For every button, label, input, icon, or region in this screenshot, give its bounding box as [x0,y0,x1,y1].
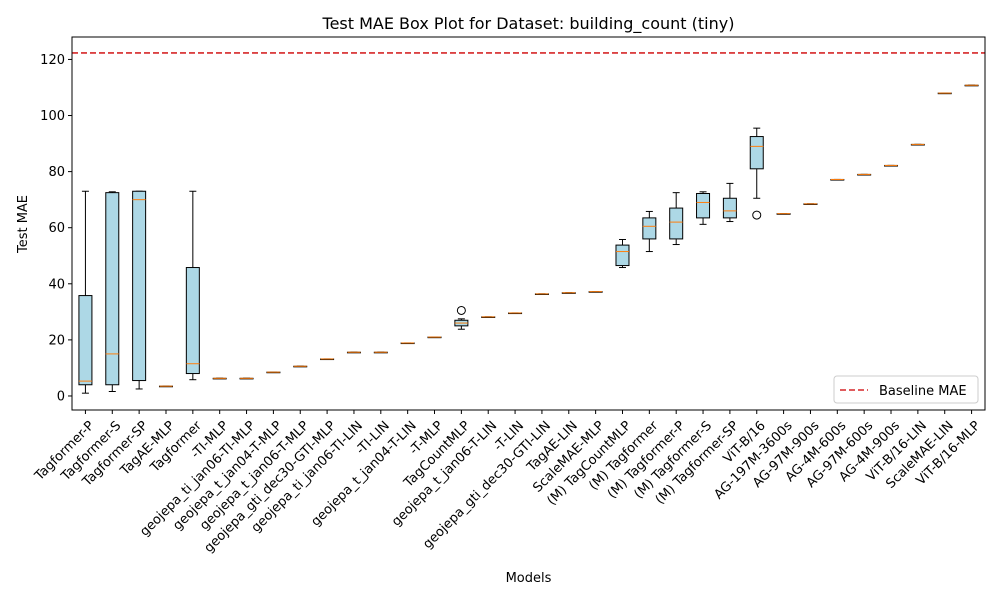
box-5 [212,377,227,380]
box-8 [293,365,308,368]
box-iqr [642,217,657,240]
box-3 [158,385,173,388]
box-27 [803,203,818,205]
box-21 [642,210,657,253]
box-9 [320,358,335,361]
box-31 [910,143,925,146]
y-tick-label: 40 [48,277,65,292]
legend: Baseline MAE [833,375,979,404]
y-tick-label: 60 [48,221,65,236]
box-iqr [722,197,737,219]
outlier-point [752,210,762,220]
box-iqr [132,190,147,382]
box-15 [481,316,496,318]
x-axis-title: Models [506,571,552,586]
boxes-layer [78,84,979,394]
box-11 [373,351,388,354]
legend-frame [833,375,979,404]
box-iqr [105,192,120,386]
box-7 [266,371,281,374]
box-28 [830,178,845,181]
box-29 [857,173,872,176]
box-4 [185,190,200,381]
chart-title: Test MAE Box Plot for Dataset: building_… [322,14,735,34]
box-iqr [615,244,630,267]
box-26 [776,213,791,215]
y-axis-title: Test MAE [16,195,31,254]
box-33 [964,84,979,87]
box-24 [722,182,737,223]
y-axis: 0 20 40 60 80 100 120 [40,53,72,404]
box-2 [132,190,147,390]
box-iqr [669,207,684,240]
plot-frame [71,36,986,411]
box-iqr [696,192,711,219]
box-iqr [185,267,200,375]
box-25 [749,127,764,220]
box-18 [561,292,576,294]
box-iqr [749,136,764,170]
box-1 [105,191,120,392]
box-30 [884,164,899,167]
box-6 [239,377,254,380]
box-10 [346,351,361,354]
legend-baseline-label: Baseline MAE [879,384,967,399]
box-13 [427,336,442,339]
box-16 [508,312,523,315]
y-tick-label: 100 [40,109,65,124]
box-0 [78,190,93,394]
box-12 [400,342,415,345]
y-tick-label: 120 [40,53,65,68]
box-14 [454,305,469,330]
y-tick-label: 80 [48,165,65,180]
outlier-point [456,305,466,315]
box-19 [588,291,603,293]
box-22 [669,192,684,246]
box-32 [937,92,952,95]
x-axis: Tagformer-PTagformer-STagformer-SPTagAE-… [31,410,984,556]
box-20 [615,238,630,269]
y-tick-label: 20 [48,333,65,348]
box-iqr [78,295,93,386]
box-23 [696,191,711,225]
y-tick-label: 0 [57,389,65,404]
box-17 [534,293,549,295]
